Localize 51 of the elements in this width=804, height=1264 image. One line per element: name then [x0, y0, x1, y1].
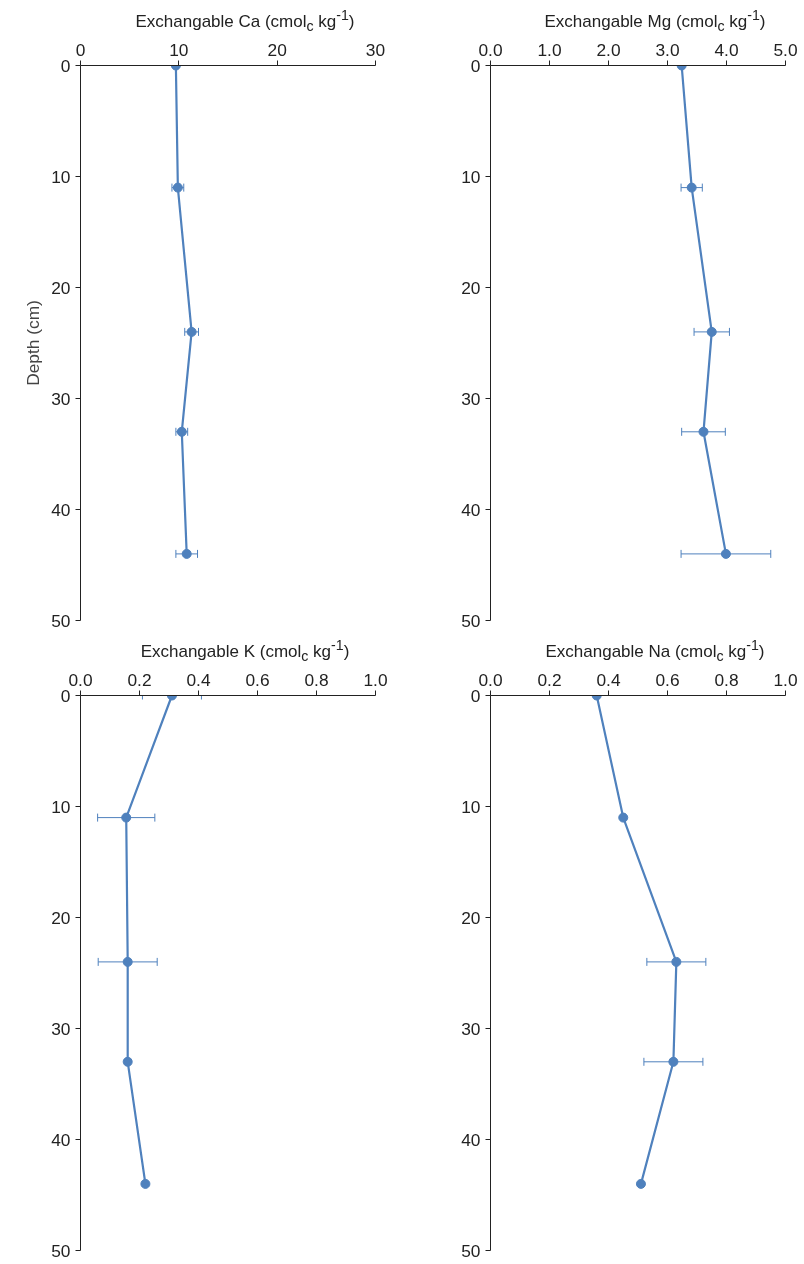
y-tick-label: 0 [470, 55, 481, 76]
y-tick-label: 40 [51, 1129, 71, 1150]
y-tick-label: 30 [51, 388, 71, 409]
x-tick-label: 0.8 [714, 669, 739, 690]
y-tick-label: 20 [51, 277, 71, 298]
x-tick-label: 0.0 [68, 669, 93, 690]
y-tick-label: 30 [461, 388, 481, 409]
x-tick-label: 0.0 [478, 669, 503, 690]
y-tick-label: 10 [51, 166, 71, 187]
x-tick-label: 5.0 [773, 39, 798, 60]
x-tick-label: 4.0 [714, 39, 739, 60]
x-tick-label: 0.8 [304, 669, 329, 690]
y-tick-label: 30 [51, 1018, 71, 1039]
x-tick-label: 2.0 [596, 39, 621, 60]
x-tick-label: 1.0 [537, 39, 562, 60]
y-tick-label: 50 [461, 1240, 481, 1261]
x-tick-label: 0.4 [596, 669, 621, 690]
y-tick-label: 0 [60, 55, 71, 76]
y-tick-label: 50 [461, 610, 481, 631]
chart-title: Exchangable K (cmol$_{c}$ kg$^{-1}$) [139, 636, 351, 667]
chart-title: Exchangable Ca (cmol$_{c}$ kg$^{-1}$) [134, 6, 356, 37]
y-tick-label: 10 [461, 796, 481, 817]
y-tick-label: 20 [461, 277, 481, 298]
x-tick-label: 0.4 [186, 669, 211, 690]
y-tick-label: 50 [51, 610, 71, 631]
y-tick-label: 40 [461, 1129, 481, 1150]
x-tick-label: 0.6 [245, 669, 270, 690]
y-tick-label: 40 [51, 499, 71, 520]
x-tick-label: 10 [169, 39, 189, 60]
x-tick-label: 0 [75, 39, 86, 60]
y-tick-label: 0 [470, 685, 481, 706]
x-tick-label: 20 [267, 39, 287, 60]
y-axis-title: Depth (cm) [23, 300, 44, 386]
y-tick-label: 10 [461, 166, 481, 187]
y-tick-label: 50 [51, 1240, 71, 1261]
x-tick-label: 30 [365, 39, 386, 60]
x-tick-label: 0.0 [478, 39, 503, 60]
x-tick-label: 3.0 [655, 39, 680, 60]
y-tick-label: 20 [51, 907, 71, 928]
x-tick-label: 0.2 [537, 669, 562, 690]
x-tick-label: 1.0 [773, 669, 798, 690]
chart-title: Exchangable Na (cmol$_{c}$ kg$^{-1}$) [544, 636, 766, 667]
y-tick-label: 10 [51, 796, 71, 817]
y-tick-label: 0 [60, 685, 71, 706]
y-tick-label: 20 [461, 907, 481, 928]
x-tick-label: 0.2 [127, 669, 152, 690]
y-tick-label: 30 [461, 1018, 481, 1039]
y-tick-label: 40 [461, 499, 481, 520]
chart-title: Exchangable Mg (cmol$_{c}$ kg$^{-1}$) [543, 6, 767, 37]
x-tick-label: 1.0 [363, 669, 388, 690]
x-tick-label: 0.6 [655, 669, 680, 690]
